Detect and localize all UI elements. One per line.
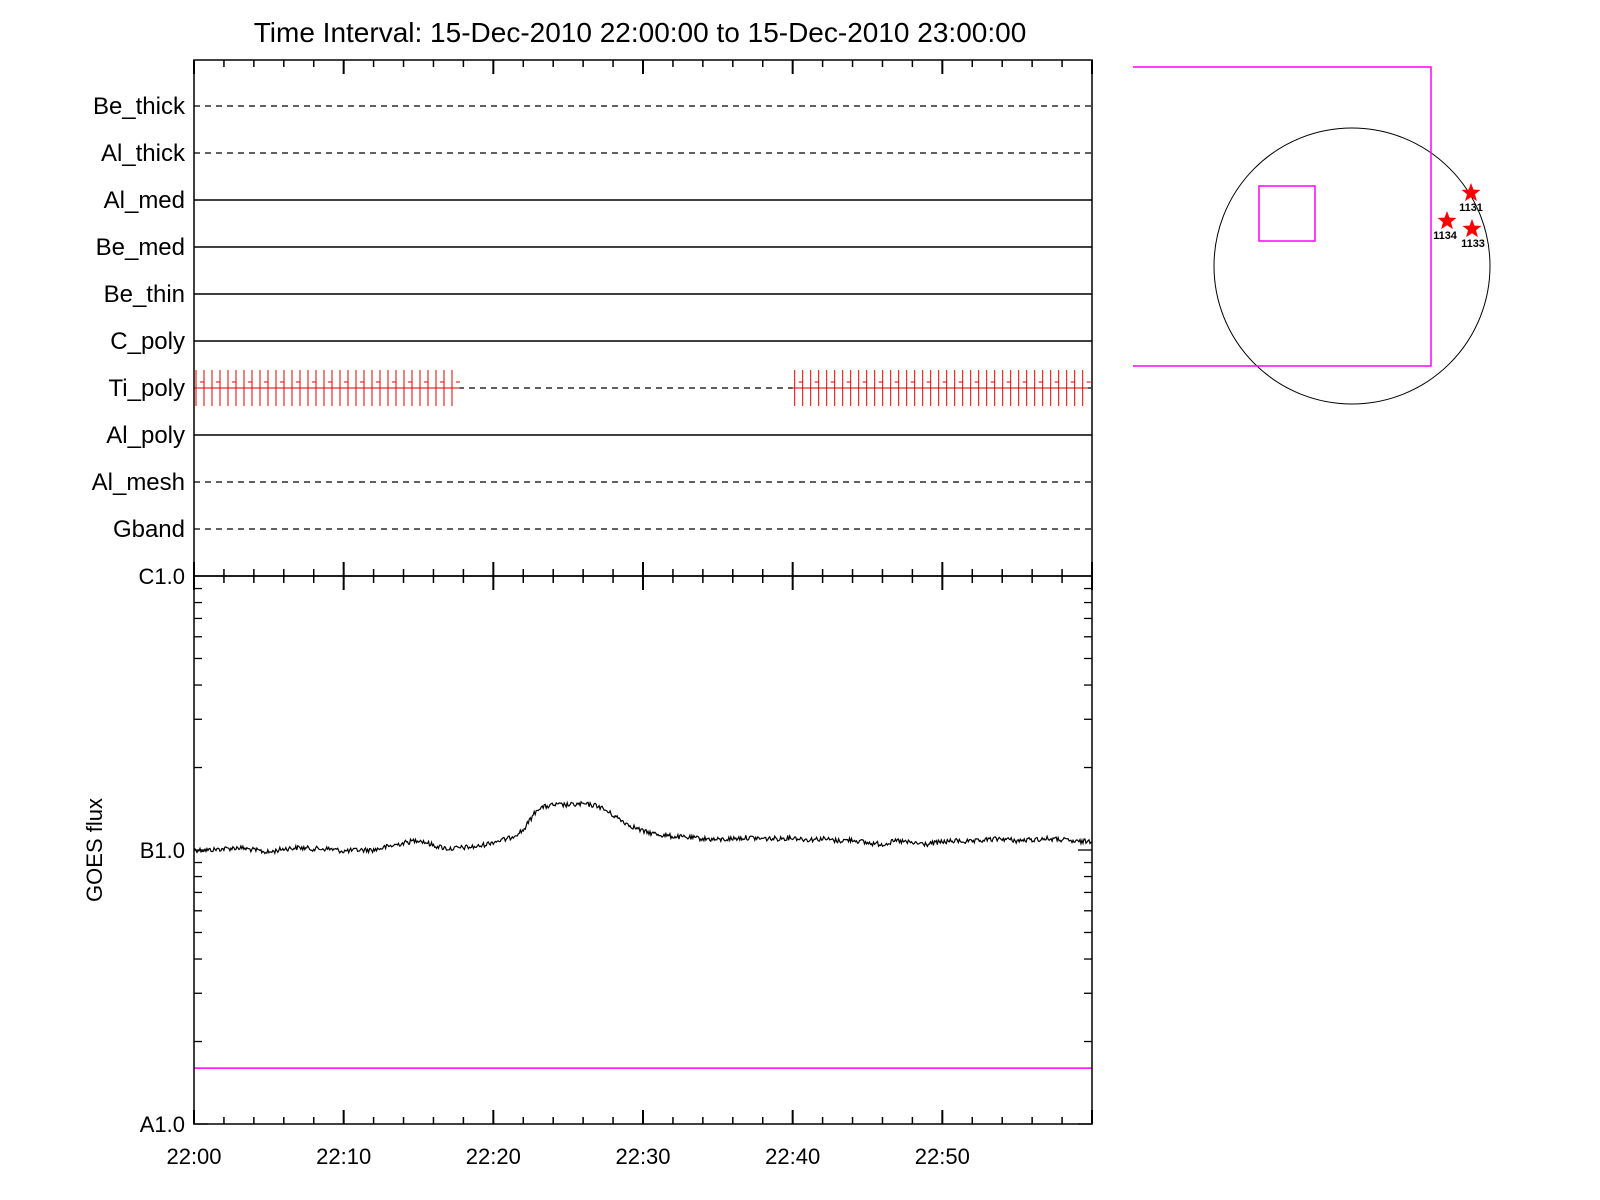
filter-label-be_med: Be_med (96, 234, 185, 261)
y-axis-label: GOES flux (82, 798, 107, 902)
filter-label-al_med: Al_med (104, 187, 185, 214)
x-tick-label: 22:00 (166, 1144, 221, 1169)
y-tick-label: B1.0 (140, 838, 185, 863)
filter-label-be_thick: Be_thick (93, 93, 186, 120)
filter-label-al_mesh: Al_mesh (92, 469, 185, 496)
filter-label-al_thick: Al_thick (101, 140, 186, 167)
x-tick-label: 22:40 (765, 1144, 820, 1169)
x-tick-label: 22:50 (915, 1144, 970, 1169)
solar-disk (1213, 127, 1491, 405)
goes-flux-series (193, 800, 1093, 855)
filter-label-al_poly: Al_poly (106, 422, 185, 449)
active-region-star-1131 (1461, 183, 1481, 202)
x-tick-label: 22:10 (316, 1144, 371, 1169)
active-region-label-1131: 1131 (1459, 202, 1483, 214)
flux-frame (193, 575, 1093, 1125)
active-region-star-1133 (1462, 219, 1482, 238)
attenuator-interval-0 (194, 370, 460, 406)
filter-label-gband: Gband (113, 516, 185, 543)
filter-label-ti_poly: Ti_poly (109, 375, 185, 402)
y-tick-label: C1.0 (139, 564, 185, 589)
x-tick-label: 22:30 (615, 1144, 670, 1169)
fov-box (1133, 66, 1432, 367)
filter-label-c_poly: C_poly (110, 328, 185, 355)
active-region-star-1134 (1437, 211, 1457, 230)
goes-flux-panel: 22:00 22:10 22:20 22:30 22:40 22:50 C1.0 B1.0 A1… (82, 564, 1093, 1169)
attenuator-interval-1 (792, 370, 1091, 406)
active-region-label-1133: 1133 (1461, 238, 1485, 250)
pointing-box (1258, 185, 1316, 242)
y-tick-label: A1.0 (140, 1112, 185, 1137)
active-region-label-1134: 1134 (1433, 230, 1458, 242)
timeline-frame (193, 59, 1093, 577)
filter-label-be_thin: Be_thin (104, 281, 185, 308)
filter-timeline-panel: Be_thick Al_thick Al_med Be_med Be_thin C_pol… (92, 59, 1093, 577)
x-tick-label: 22:20 (466, 1144, 521, 1169)
chart-title: Time Interval: 15-Dec-2010 22:00:00 to 1… (254, 17, 1027, 48)
